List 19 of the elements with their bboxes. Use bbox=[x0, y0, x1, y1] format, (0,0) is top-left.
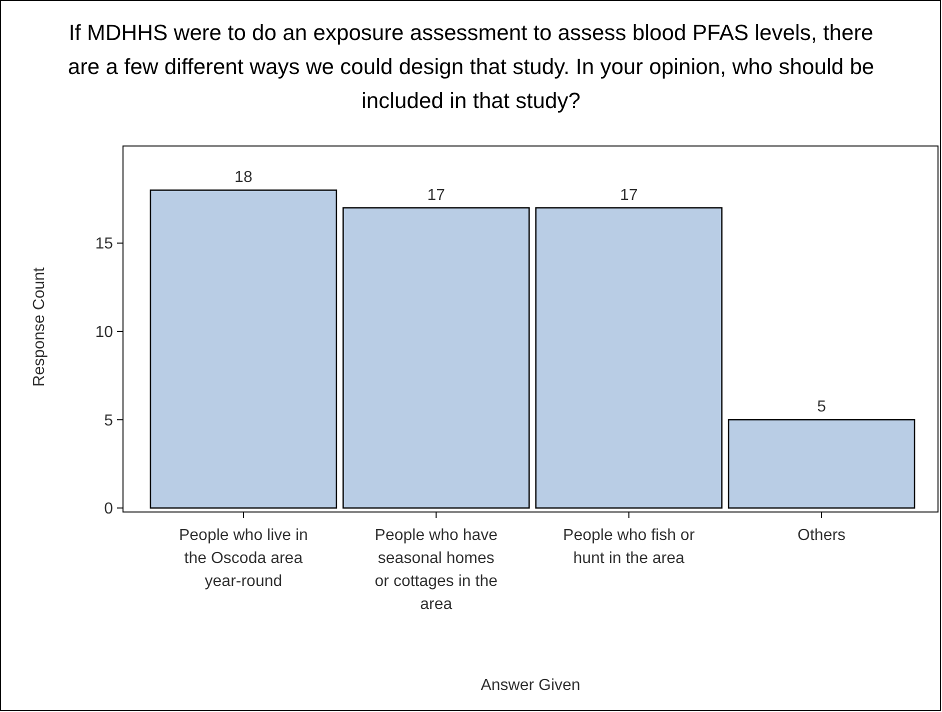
data-label: 17 bbox=[620, 186, 638, 204]
bar bbox=[728, 419, 916, 509]
bar bbox=[342, 207, 530, 509]
y-tick-label: 10 bbox=[95, 324, 114, 342]
x-tick-label: People who live in the Oscoda area year-round bbox=[178, 527, 308, 590]
y-tick-label: 15 bbox=[95, 236, 114, 253]
bar bbox=[150, 189, 338, 509]
data-label: 17 bbox=[427, 186, 446, 204]
data-label: 18 bbox=[234, 169, 252, 186]
y-axis-title: Response Count bbox=[31, 266, 48, 387]
x-tick-label: Others bbox=[798, 527, 846, 544]
y-tick-label: 5 bbox=[104, 412, 114, 430]
chart-title: If MDHHS were to do an exposure assessment to assess blood PFAS levels, there are a few different ways we could design that study. In your opinion, who should be included in that study? bbox=[68, 20, 874, 113]
x-axis-title: Answer Given bbox=[480, 677, 580, 694]
data-label: 5 bbox=[817, 398, 826, 416]
y-tick-label: 0 bbox=[104, 500, 114, 518]
bar bbox=[535, 207, 722, 509]
x-tick-label: People who fish or hunt in the area bbox=[563, 527, 696, 567]
x-tick-label: People who have seasonal homes or cottages in the area bbox=[374, 527, 498, 613]
